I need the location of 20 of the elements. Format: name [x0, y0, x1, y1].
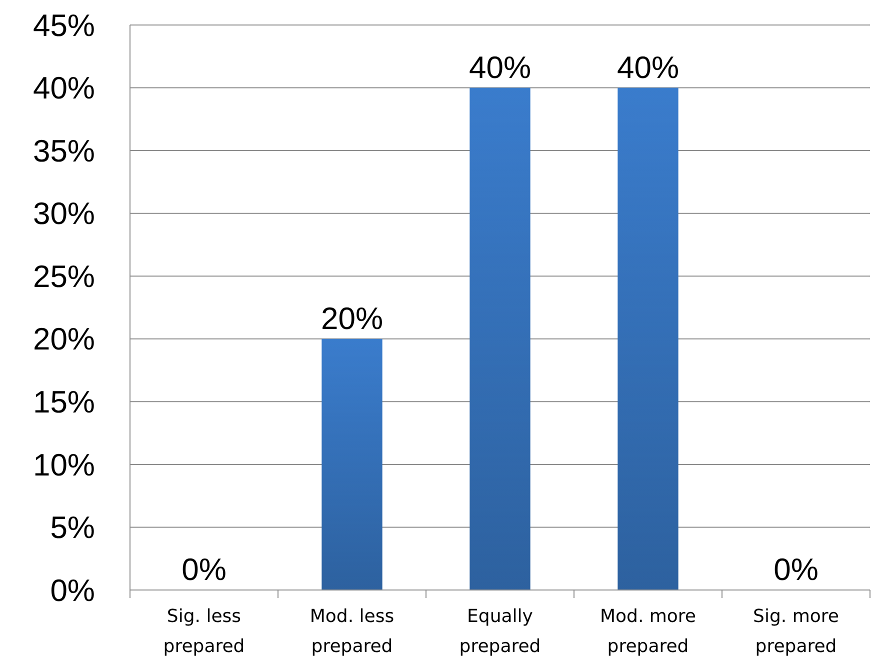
x-tick-label: Sig. less prepared — [163, 606, 245, 657]
y-tick-label: 5% — [50, 510, 95, 546]
data-label: 20% — [320, 300, 384, 336]
data-label: 40% — [468, 50, 532, 85]
x-tick-label: Mod. more prepared — [600, 606, 696, 657]
y-tick-label: 0% — [50, 572, 95, 608]
x-tick-label: Equally prepared — [459, 606, 541, 657]
data-label: 0% — [774, 552, 818, 587]
y-tick-label: 35% — [32, 133, 95, 168]
y-tick-label: 20% — [32, 322, 95, 357]
y-tick-label: 25% — [32, 258, 95, 294]
y-tick-label: 45% — [32, 8, 95, 43]
x-tick-label: Sig. more prepared — [753, 606, 839, 657]
y-tick-label: 10% — [32, 447, 95, 482]
data-label: 40% — [616, 50, 680, 85]
y-tick-label: 30% — [32, 196, 95, 232]
data-label: 0% — [182, 552, 226, 587]
x-tick-label: Mod. less prepared — [310, 606, 394, 657]
y-tick-label: 15% — [32, 384, 95, 420]
y-tick-label: 40% — [32, 70, 95, 106]
